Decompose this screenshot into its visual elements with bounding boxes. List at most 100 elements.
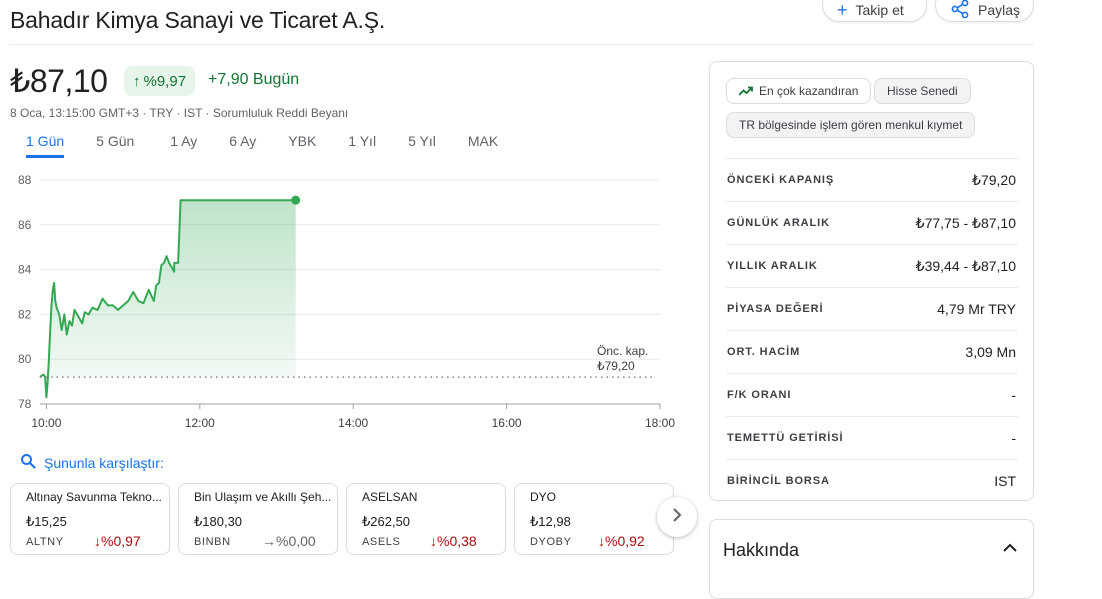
stat-value: 3,09 Mn (965, 344, 1016, 360)
stat-label: BİRİNCİL BORSA (727, 475, 830, 487)
y-tick-label: 80 (18, 352, 32, 366)
arrow-up-icon: ↑ (133, 72, 141, 90)
card-change: ↓%0,97 (94, 533, 141, 549)
stat-row: TEMETTÜ GETİRİSİ - (726, 416, 1018, 459)
card-change: ↓%0,38 (430, 533, 477, 549)
card-ticker: ASELS (362, 536, 401, 548)
header-divider (10, 44, 1034, 45)
stat-label: PİYASA DEĞERİ (727, 303, 824, 315)
compare-title: Şununla karşılaştır: (44, 454, 164, 471)
chip-stock[interactable]: Hisse Senedi (874, 78, 971, 104)
y-tick-label: 84 (18, 263, 32, 277)
change-percent-badge: ↑ %9,97 (124, 66, 196, 96)
stat-label: F/K ORANI (727, 389, 792, 401)
stat-row: YILLIK ARALIK ₺39,44 - ₺87,10 (726, 244, 1018, 287)
search-icon (20, 453, 36, 472)
y-tick-label: 88 (18, 173, 32, 187)
card-price: ₺15,25 (26, 514, 67, 529)
card-change: →%0,00 (262, 533, 316, 549)
next-button[interactable] (657, 497, 697, 537)
stat-label: GÜNLÜK ARALIK (727, 217, 830, 229)
tab-6[interactable]: 5 Yıl (408, 133, 436, 149)
card-name: Altınay Savunma Tekno... (26, 490, 162, 504)
chip-top-gainer[interactable]: En çok kazandıran (726, 78, 872, 104)
chevron-right-icon (670, 507, 684, 527)
stat-value: ₺39,44 - ₺87,10 (915, 257, 1016, 274)
card-ticker: ALTNY (26, 536, 64, 548)
stat-label: ORT. HACİM (727, 346, 801, 358)
tab-3[interactable]: 6 Ay (229, 133, 257, 149)
price-area (40, 200, 296, 398)
card-price: ₺262,50 (362, 514, 411, 529)
stat-value: 4,79 Mr TRY (937, 301, 1016, 317)
share-label: Paylaş (978, 2, 1021, 18)
arrow-down-icon: ↓ (598, 533, 605, 549)
about-title: Hakkında (723, 540, 800, 560)
card-change-value: %0,97 (101, 533, 141, 549)
change-percent: %9,97 (143, 72, 187, 90)
tab-4[interactable]: YBK (288, 133, 317, 149)
compare-link[interactable]: Şununla karşılaştır: (20, 453, 164, 472)
stat-value: - (1011, 430, 1016, 446)
stat-row: GÜNLÜK ARALIK ₺77,75 - ₺87,10 (726, 201, 1018, 244)
card-name: DYO (530, 490, 557, 504)
card-name: Bin Ulaşım ve Akıllı Şeh... (194, 490, 332, 504)
x-tick-label: 14:00 (338, 416, 368, 430)
share-button[interactable]: Paylaş (935, 0, 1034, 22)
stat-label: ÖNCEKİ KAPANIŞ (727, 174, 835, 186)
y-tick-label: 86 (18, 218, 32, 232)
last-price-dot (291, 195, 301, 205)
x-tick-label: 18:00 (645, 416, 675, 430)
stat-row: ÖNCEKİ KAPANIŞ ₺79,20 (726, 158, 1018, 201)
price-line (39, 199, 296, 399)
x-tick-label: 16:00 (492, 416, 522, 430)
tab-5[interactable]: 1 Yıl (348, 133, 377, 149)
card-change-value: %0,00 (276, 533, 316, 549)
follow-label: Takip et (855, 2, 904, 18)
stat-value: ₺79,20 (972, 171, 1016, 188)
price-chart[interactable]: 78 80 82 84 86 88 10:00 12:00 14:00 16:00 18:00 Ön… (0, 165, 700, 445)
tab-0[interactable]: 1 Gün (26, 133, 65, 158)
stat-value: ₺77,75 - ₺87,10 (915, 214, 1016, 231)
stat-label: YILLIK ARALIK (727, 260, 818, 272)
compare-card[interactable]: DYO ₺12,98 DYOBY ↓%0,92 (514, 483, 674, 555)
card-ticker: DYOBY (530, 536, 572, 548)
tab-1[interactable]: 5 Gün (96, 133, 135, 149)
stat-row: PİYASA DEĞERİ 4,79 Mr TRY (726, 287, 1018, 330)
stat-row: BİRİNCİL BORSA IST (726, 459, 1018, 502)
card-change-value: %0,38 (437, 533, 477, 549)
trending-up-icon (739, 86, 753, 96)
compare-card[interactable]: Bin Ulaşım ve Akıllı Şeh... ₺180,30 BINBN →… (178, 483, 338, 555)
card-change: ↓%0,92 (598, 533, 645, 549)
stat-label: TEMETTÜ GETİRİSİ (727, 432, 844, 444)
card-ticker: BINBN (194, 536, 231, 548)
change-today: +7,90 Bugün (208, 71, 300, 88)
arrow-down-icon: ↓ (430, 533, 437, 549)
quote-meta[interactable]: 8 Oca, 13:15:00 GMT+3 · TRY · IST · Soru… (10, 106, 349, 120)
stat-row: ORT. HACİM 3,09 Mn (726, 330, 1018, 373)
about-section[interactable]: Hakkında (709, 519, 1034, 599)
plus-icon: + (837, 0, 848, 20)
card-name: ASELSAN (362, 490, 418, 504)
stat-row: F/K ORANI - (726, 373, 1018, 416)
x-tick-label: 10:00 (31, 416, 61, 430)
chip-top-gainer-label: En çok kazandıran (759, 84, 859, 98)
follow-button[interactable]: + Takip et (822, 0, 927, 22)
card-price: ₺180,30 (194, 514, 243, 529)
share-icon (950, 0, 970, 22)
tab-7[interactable]: MAK (467, 133, 499, 149)
y-tick-label: 78 (18, 397, 32, 411)
stats-list: ÖNCEKİ KAPANIŞ ₺79,20 GÜNLÜK ARALIK ₺77,75 … (726, 158, 1018, 502)
card-change-value: %0,92 (605, 533, 645, 549)
chevron-up-icon[interactable] (1003, 540, 1017, 558)
card-price: ₺12,98 (530, 514, 571, 529)
tab-2[interactable]: 1 Ay (170, 133, 198, 149)
compare-card[interactable]: ASELSAN ₺262,50 ASELS ↓%0,38 (346, 483, 506, 555)
arrow-down-icon: ↓ (94, 533, 101, 549)
stat-value: IST (994, 473, 1016, 489)
prev-close-value: ₺79,20 (597, 359, 635, 373)
compare-card[interactable]: Altınay Savunma Tekno... ₺15,25 ALTNY ↓%0,9… (10, 483, 170, 555)
chip-region[interactable]: TR bölgesinde işlem gören menkul kıymet (726, 112, 976, 138)
x-tick-label: 12:00 (185, 416, 215, 430)
range-tabs: 1 Gün 5 Gün 1 Ay 6 Ay YBK 1 Yıl 5 Yıl MAK (26, 133, 498, 158)
